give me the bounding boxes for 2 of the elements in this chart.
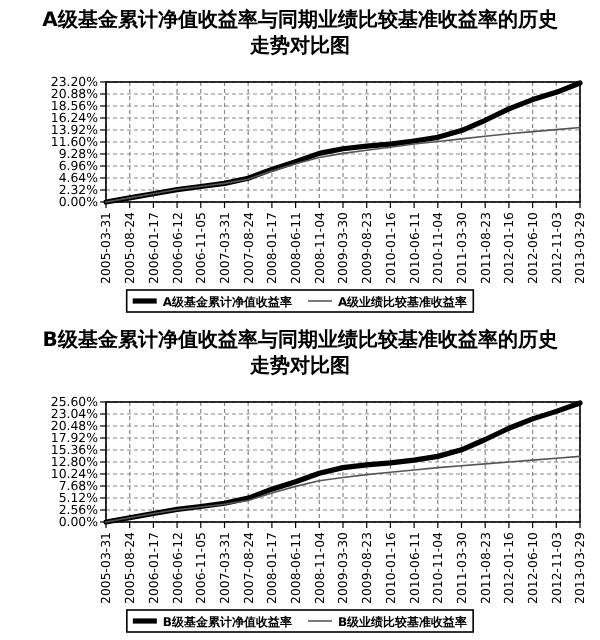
chart-title: A级基金累计净值收益率与同期业绩比较基准收益率的历史走势对比图: [42, 8, 558, 58]
chart-title: B级基金累计净值收益率与同期业绩比较基准收益率的历史走势对比图: [42, 328, 558, 378]
